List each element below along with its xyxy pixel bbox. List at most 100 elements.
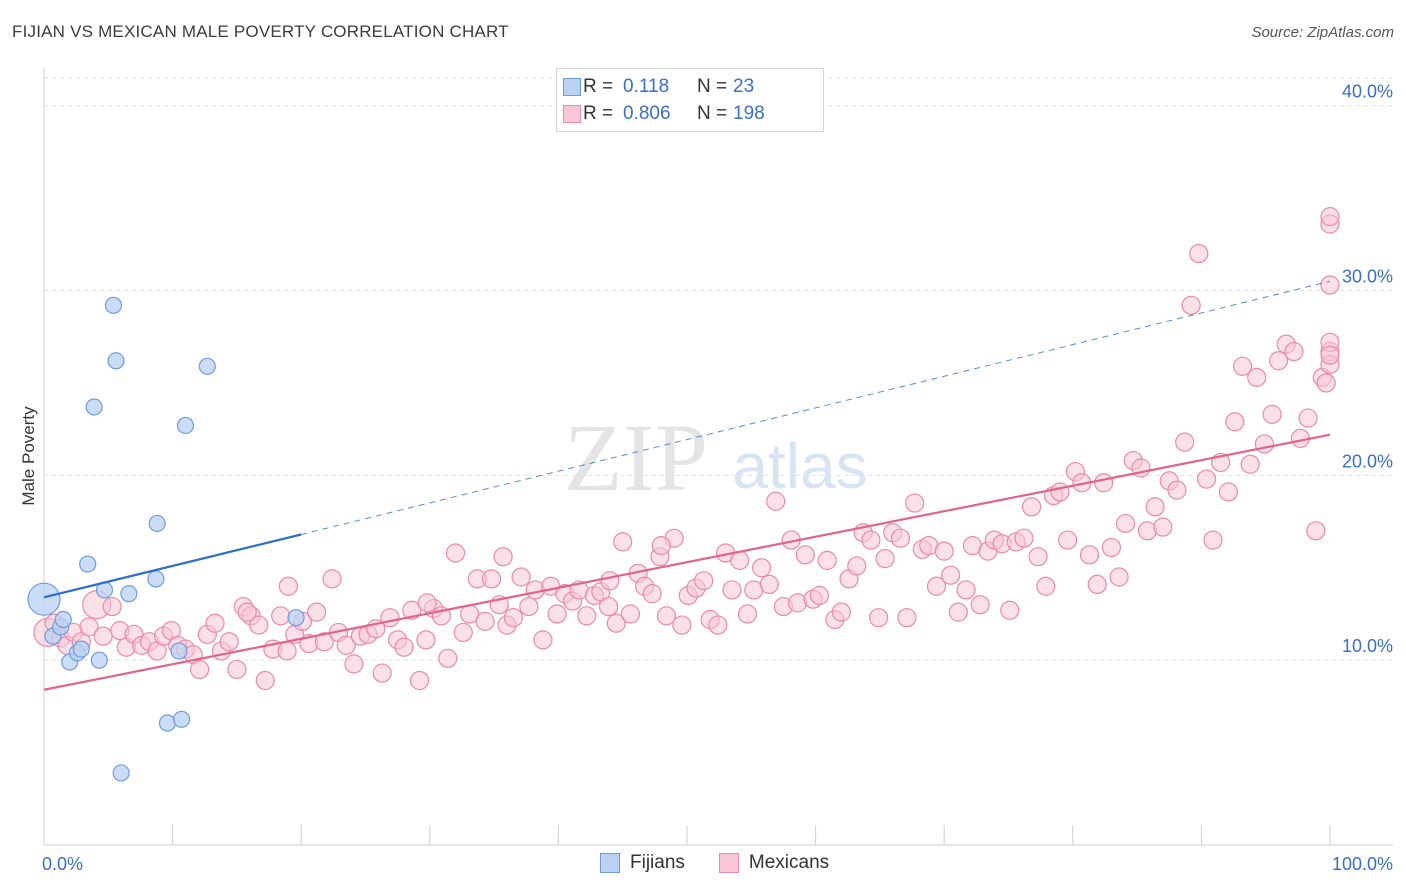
mexican-point xyxy=(672,615,692,635)
mexican-point xyxy=(547,604,567,624)
mexican-point xyxy=(1203,530,1223,550)
mexican-point xyxy=(1262,404,1282,424)
y-tick-label: 30.0% xyxy=(1342,267,1393,287)
mexican-point xyxy=(79,617,99,637)
mexican-point xyxy=(613,532,633,552)
mexican-point xyxy=(875,548,895,569)
legend-item-mexicans[interactable]: Mexicans xyxy=(718,852,829,874)
mexican-point xyxy=(1000,600,1020,620)
mexicans-trend-line xyxy=(43,433,1331,691)
mexican-point xyxy=(380,608,400,628)
mexican-point xyxy=(1079,545,1100,565)
series-legend: Fijians Mexicans xyxy=(600,852,863,874)
mexican-point xyxy=(416,630,436,650)
x-tick-label: 0.0% xyxy=(42,854,83,874)
mexican-point xyxy=(926,576,947,596)
mexican-point xyxy=(651,535,671,556)
mexican-point xyxy=(1014,528,1034,548)
mexican-point xyxy=(1254,434,1275,454)
mexican-point xyxy=(1087,574,1107,595)
mexican-point xyxy=(1181,295,1201,315)
mexican-point xyxy=(1316,373,1336,393)
mexican-point xyxy=(598,596,619,617)
mexican-point xyxy=(694,571,714,591)
fijian-point xyxy=(107,352,125,370)
mexican-point xyxy=(237,602,257,622)
fijians-trend-extension xyxy=(301,280,1331,535)
mexican-point xyxy=(795,545,815,565)
legend-n-value-mexicans: 198 xyxy=(733,103,765,124)
mexican-point xyxy=(519,596,539,617)
mexican-point xyxy=(1036,576,1056,596)
y-tick-label: 10.0% xyxy=(1342,636,1393,656)
mexican-point xyxy=(438,648,458,668)
mexican-point xyxy=(722,580,742,600)
fijian-point xyxy=(112,764,130,782)
mexican-point xyxy=(190,659,210,680)
mexican-point xyxy=(934,541,954,561)
mexican-point xyxy=(409,670,430,691)
fijians-trend-line xyxy=(43,533,302,599)
mexican-point xyxy=(861,530,881,550)
mexican-point xyxy=(205,613,225,633)
mexican-point xyxy=(1284,341,1304,362)
fijian-point xyxy=(27,582,61,616)
mexican-point xyxy=(511,567,531,587)
legend-r-value-fijians: 0.118 xyxy=(623,76,670,97)
fijian-point xyxy=(198,357,216,375)
y-tick-label: 40.0% xyxy=(1342,82,1393,102)
fijian-point xyxy=(287,609,305,627)
legend-item-fijians[interactable]: Fijians xyxy=(600,852,685,874)
mexican-point xyxy=(219,632,239,652)
fijian-point xyxy=(54,610,72,629)
fijian-point xyxy=(72,640,90,658)
fijian-point xyxy=(147,570,165,588)
mexican-point xyxy=(1268,351,1289,371)
mexican-point xyxy=(372,663,392,683)
mexican-point xyxy=(847,556,867,576)
mexican-point xyxy=(1094,473,1114,493)
mexican-point xyxy=(1153,517,1173,537)
mexican-point xyxy=(817,550,837,570)
fijian-point xyxy=(120,585,138,603)
mexican-point xyxy=(255,670,275,691)
mexican-point xyxy=(1022,497,1042,517)
mexican-point xyxy=(890,528,911,548)
mexicans-swatch xyxy=(563,105,581,123)
chart-title: FIJIAN VS MEXICAN MALE POVERTY CORRELATI… xyxy=(12,22,509,41)
mexican-point xyxy=(503,608,523,628)
mexican-point xyxy=(831,602,851,622)
legend-r-value-mexicans: 0.806 xyxy=(623,103,671,124)
fijian-point xyxy=(170,642,188,660)
mexican-point xyxy=(1145,497,1165,517)
source-label: Source: ZipAtlas.com xyxy=(1251,24,1394,41)
mexican-point xyxy=(402,600,422,620)
mexican-point xyxy=(948,602,968,622)
mexican-point xyxy=(417,593,437,613)
fijians-legend-swatch xyxy=(600,853,620,873)
mexican-point xyxy=(271,606,291,626)
mexican-point xyxy=(1247,367,1267,388)
mexican-point xyxy=(656,606,677,626)
fijian-point xyxy=(85,398,103,416)
mexican-point xyxy=(1109,567,1129,587)
x-tick-label: 100.0% xyxy=(1332,854,1393,874)
mexican-point xyxy=(766,491,786,511)
mexicans-legend-swatch xyxy=(718,853,739,873)
fijians-points xyxy=(27,296,305,782)
fijian-point xyxy=(173,710,191,728)
grid-layer xyxy=(44,77,1393,661)
legend-r-label: R = xyxy=(583,103,614,124)
mexican-point xyxy=(277,641,297,661)
fijian-point xyxy=(176,416,195,435)
mexican-point xyxy=(1167,480,1187,500)
mexican-point xyxy=(737,604,758,624)
mexican-point xyxy=(1028,547,1048,567)
mexican-point xyxy=(1306,521,1326,541)
axes-layer: 10.0% 20.0% 30.0% 40.0% 0.0% 100.0% xyxy=(42,68,1393,874)
mexican-point xyxy=(1225,412,1245,432)
mexican-point xyxy=(1115,513,1136,534)
mexican-point xyxy=(227,659,247,680)
mexican-point xyxy=(956,580,976,600)
